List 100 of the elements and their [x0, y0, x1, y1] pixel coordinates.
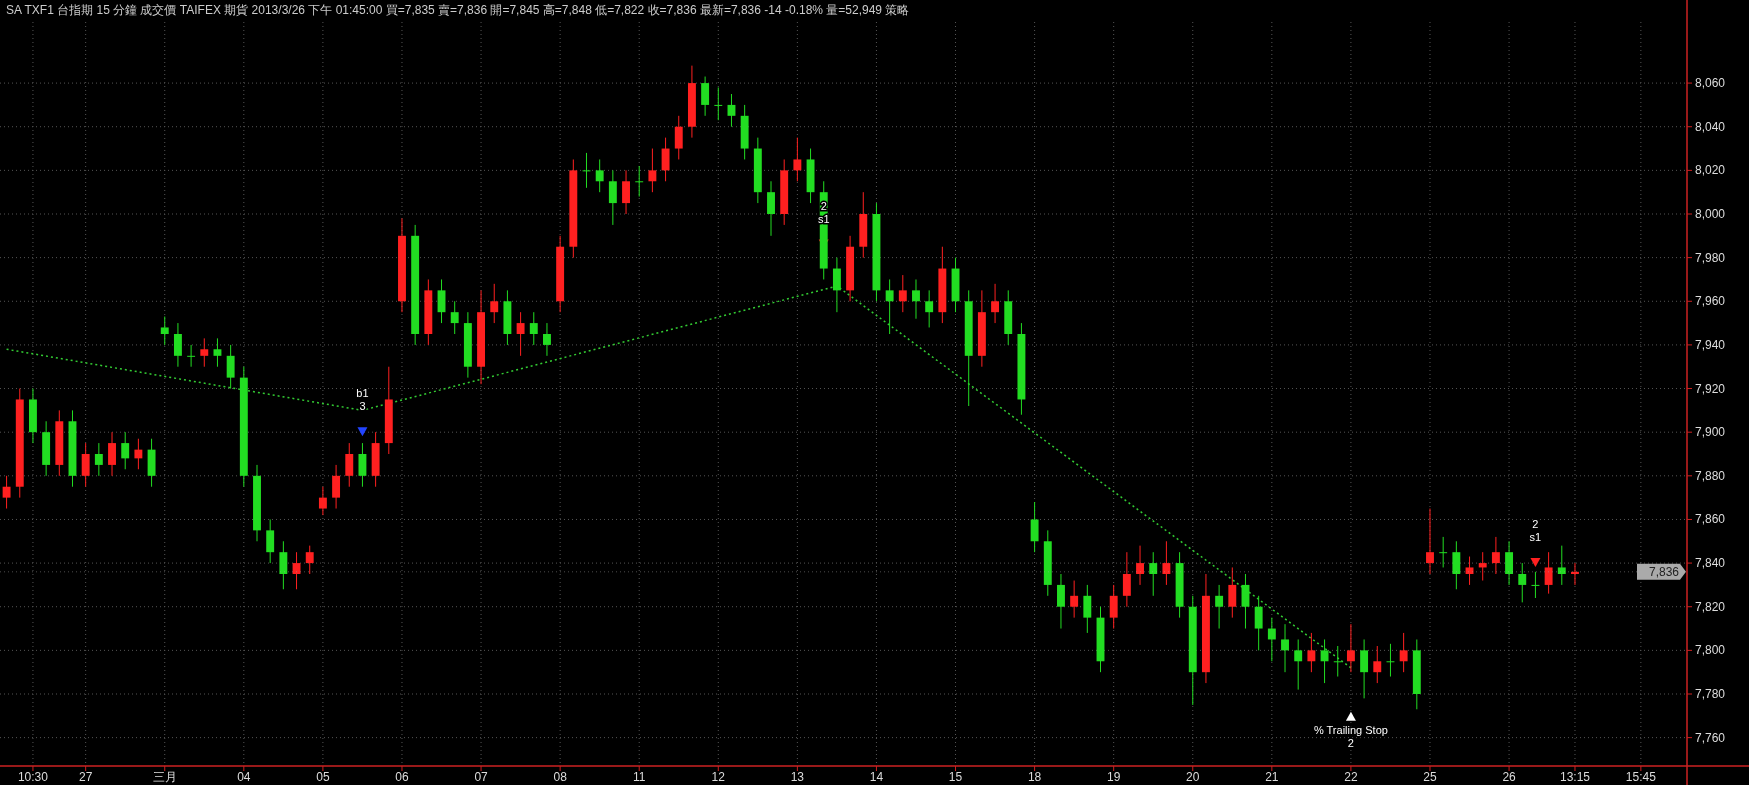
candlestick	[898, 274, 907, 313]
y-tick-label: 8,040	[1695, 119, 1726, 134]
candlestick	[1373, 645, 1382, 684]
y-tick-label: 7,800	[1695, 643, 1726, 658]
candlestick	[1149, 551, 1158, 597]
y-tick-label: 7,900	[1695, 425, 1726, 440]
y-tick-label: 8,060	[1695, 76, 1726, 91]
chart-title: SA TXF1 台指期 15 分鐘 成交價 TAIFEX 期貨 2013/3/26 下午 01:45:00 買=7,835 賣=7,836 開=7,845 高=7,848 低=7,822 收=7,836 最新=7,836 -14 -0.18% 量=52,949 策略	[6, 3, 910, 17]
candlestick	[727, 93, 736, 128]
candlestick	[1215, 584, 1224, 630]
candlestick	[622, 169, 630, 215]
candlestick	[108, 431, 116, 477]
candlestick	[714, 86, 723, 121]
x-tick-label: 14	[869, 770, 884, 784]
candlestick	[701, 76, 710, 117]
candlestick	[1267, 617, 1276, 662]
candlestick	[279, 540, 288, 590]
x-tick-label: 10:30	[17, 770, 49, 784]
candlestick	[1505, 540, 1514, 586]
candlestick	[2, 475, 11, 510]
candlestick	[318, 486, 327, 516]
x-tick-label: 19	[1107, 770, 1121, 784]
candlestick	[793, 137, 802, 182]
candlestick	[1491, 536, 1500, 575]
x-tick-label: 21	[1265, 770, 1279, 784]
candlestick	[912, 278, 920, 320]
candlestick	[1030, 501, 1039, 553]
candlestick	[1452, 540, 1461, 590]
y-tick-label: 7,840	[1695, 556, 1726, 571]
x-tick-label: 18	[1027, 770, 1042, 784]
x-tick-label: 22	[1344, 770, 1358, 784]
y-tick-label: 7,820	[1695, 599, 1726, 614]
candlestick	[1571, 562, 1579, 586]
candlestick	[1399, 632, 1408, 673]
x-tick-label: 26	[1502, 770, 1517, 784]
y-tick-label: 8,020	[1695, 163, 1726, 178]
candlestick	[332, 464, 341, 510]
candlestick	[490, 283, 499, 324]
candlestick	[1478, 551, 1487, 582]
candlestick	[1083, 584, 1092, 634]
candlestick	[121, 431, 130, 470]
y-tick-label: 7,920	[1695, 381, 1726, 396]
candlestick	[1426, 508, 1434, 575]
candlestick	[81, 442, 90, 488]
x-tick-label: 08	[553, 770, 568, 784]
candlestick	[1307, 632, 1316, 673]
candlestick	[358, 442, 367, 488]
candlestick	[1557, 545, 1566, 586]
x-tick-label: 12	[711, 770, 726, 784]
candlestick	[292, 551, 301, 590]
y-tick-label: 8,000	[1695, 207, 1726, 221]
candlestick	[134, 438, 143, 470]
candlestick	[925, 289, 934, 328]
candlestick	[200, 337, 209, 368]
point	[1345, 711, 1356, 721]
x-tick-label: 05	[316, 770, 330, 784]
ref-line-label: 7,836	[1648, 564, 1680, 579]
x-tick-label: 13:15	[1559, 770, 1591, 784]
x-tick-label: 20	[1186, 770, 1200, 784]
point	[357, 427, 368, 437]
candlestick	[187, 344, 196, 368]
candlestick	[1109, 584, 1118, 630]
candlestick	[1294, 638, 1303, 691]
candlestick	[1518, 562, 1527, 603]
point	[1530, 558, 1541, 568]
candlestick	[608, 169, 617, 226]
candlestick	[1136, 545, 1144, 586]
y-tick-label: 7,980	[1695, 250, 1726, 265]
x-tick-label: 25	[1423, 770, 1437, 784]
y-tick-label: 7,760	[1695, 730, 1726, 745]
x-tick-label: 15	[948, 770, 963, 784]
y-tick-label: 7,860	[1695, 512, 1726, 527]
data-label: % Trailing Stop 2	[1313, 723, 1388, 749]
x-tick-label: 13	[790, 770, 805, 784]
candlestick	[1254, 595, 1263, 651]
candlestick	[832, 257, 841, 313]
candlestick	[595, 158, 604, 193]
candlestick	[266, 518, 275, 564]
candlestick	[1070, 580, 1079, 619]
candlestick	[543, 322, 551, 357]
candlestick	[94, 442, 103, 477]
candlestick	[885, 278, 894, 335]
candlestick	[160, 316, 169, 346]
x-tick-label: 07	[474, 770, 489, 784]
candlestick	[1281, 623, 1289, 673]
candlestick	[635, 165, 644, 198]
candlestick	[1333, 645, 1342, 678]
candlestick	[767, 180, 775, 237]
candlestick	[1162, 540, 1171, 586]
candlestick	[661, 137, 670, 182]
candlestick	[450, 300, 459, 335]
x-tick-label: 04	[237, 770, 251, 784]
x-tick-label: 11	[632, 770, 646, 784]
x-tick-label: 三月	[152, 770, 177, 784]
candlestick	[516, 311, 525, 357]
y-tick-label: 7,940	[1695, 337, 1726, 352]
candlestick	[1320, 638, 1329, 684]
y-tick-label: 7,780	[1695, 687, 1726, 701]
candlestick	[305, 545, 314, 575]
y-tick-label: 7,880	[1695, 468, 1726, 483]
